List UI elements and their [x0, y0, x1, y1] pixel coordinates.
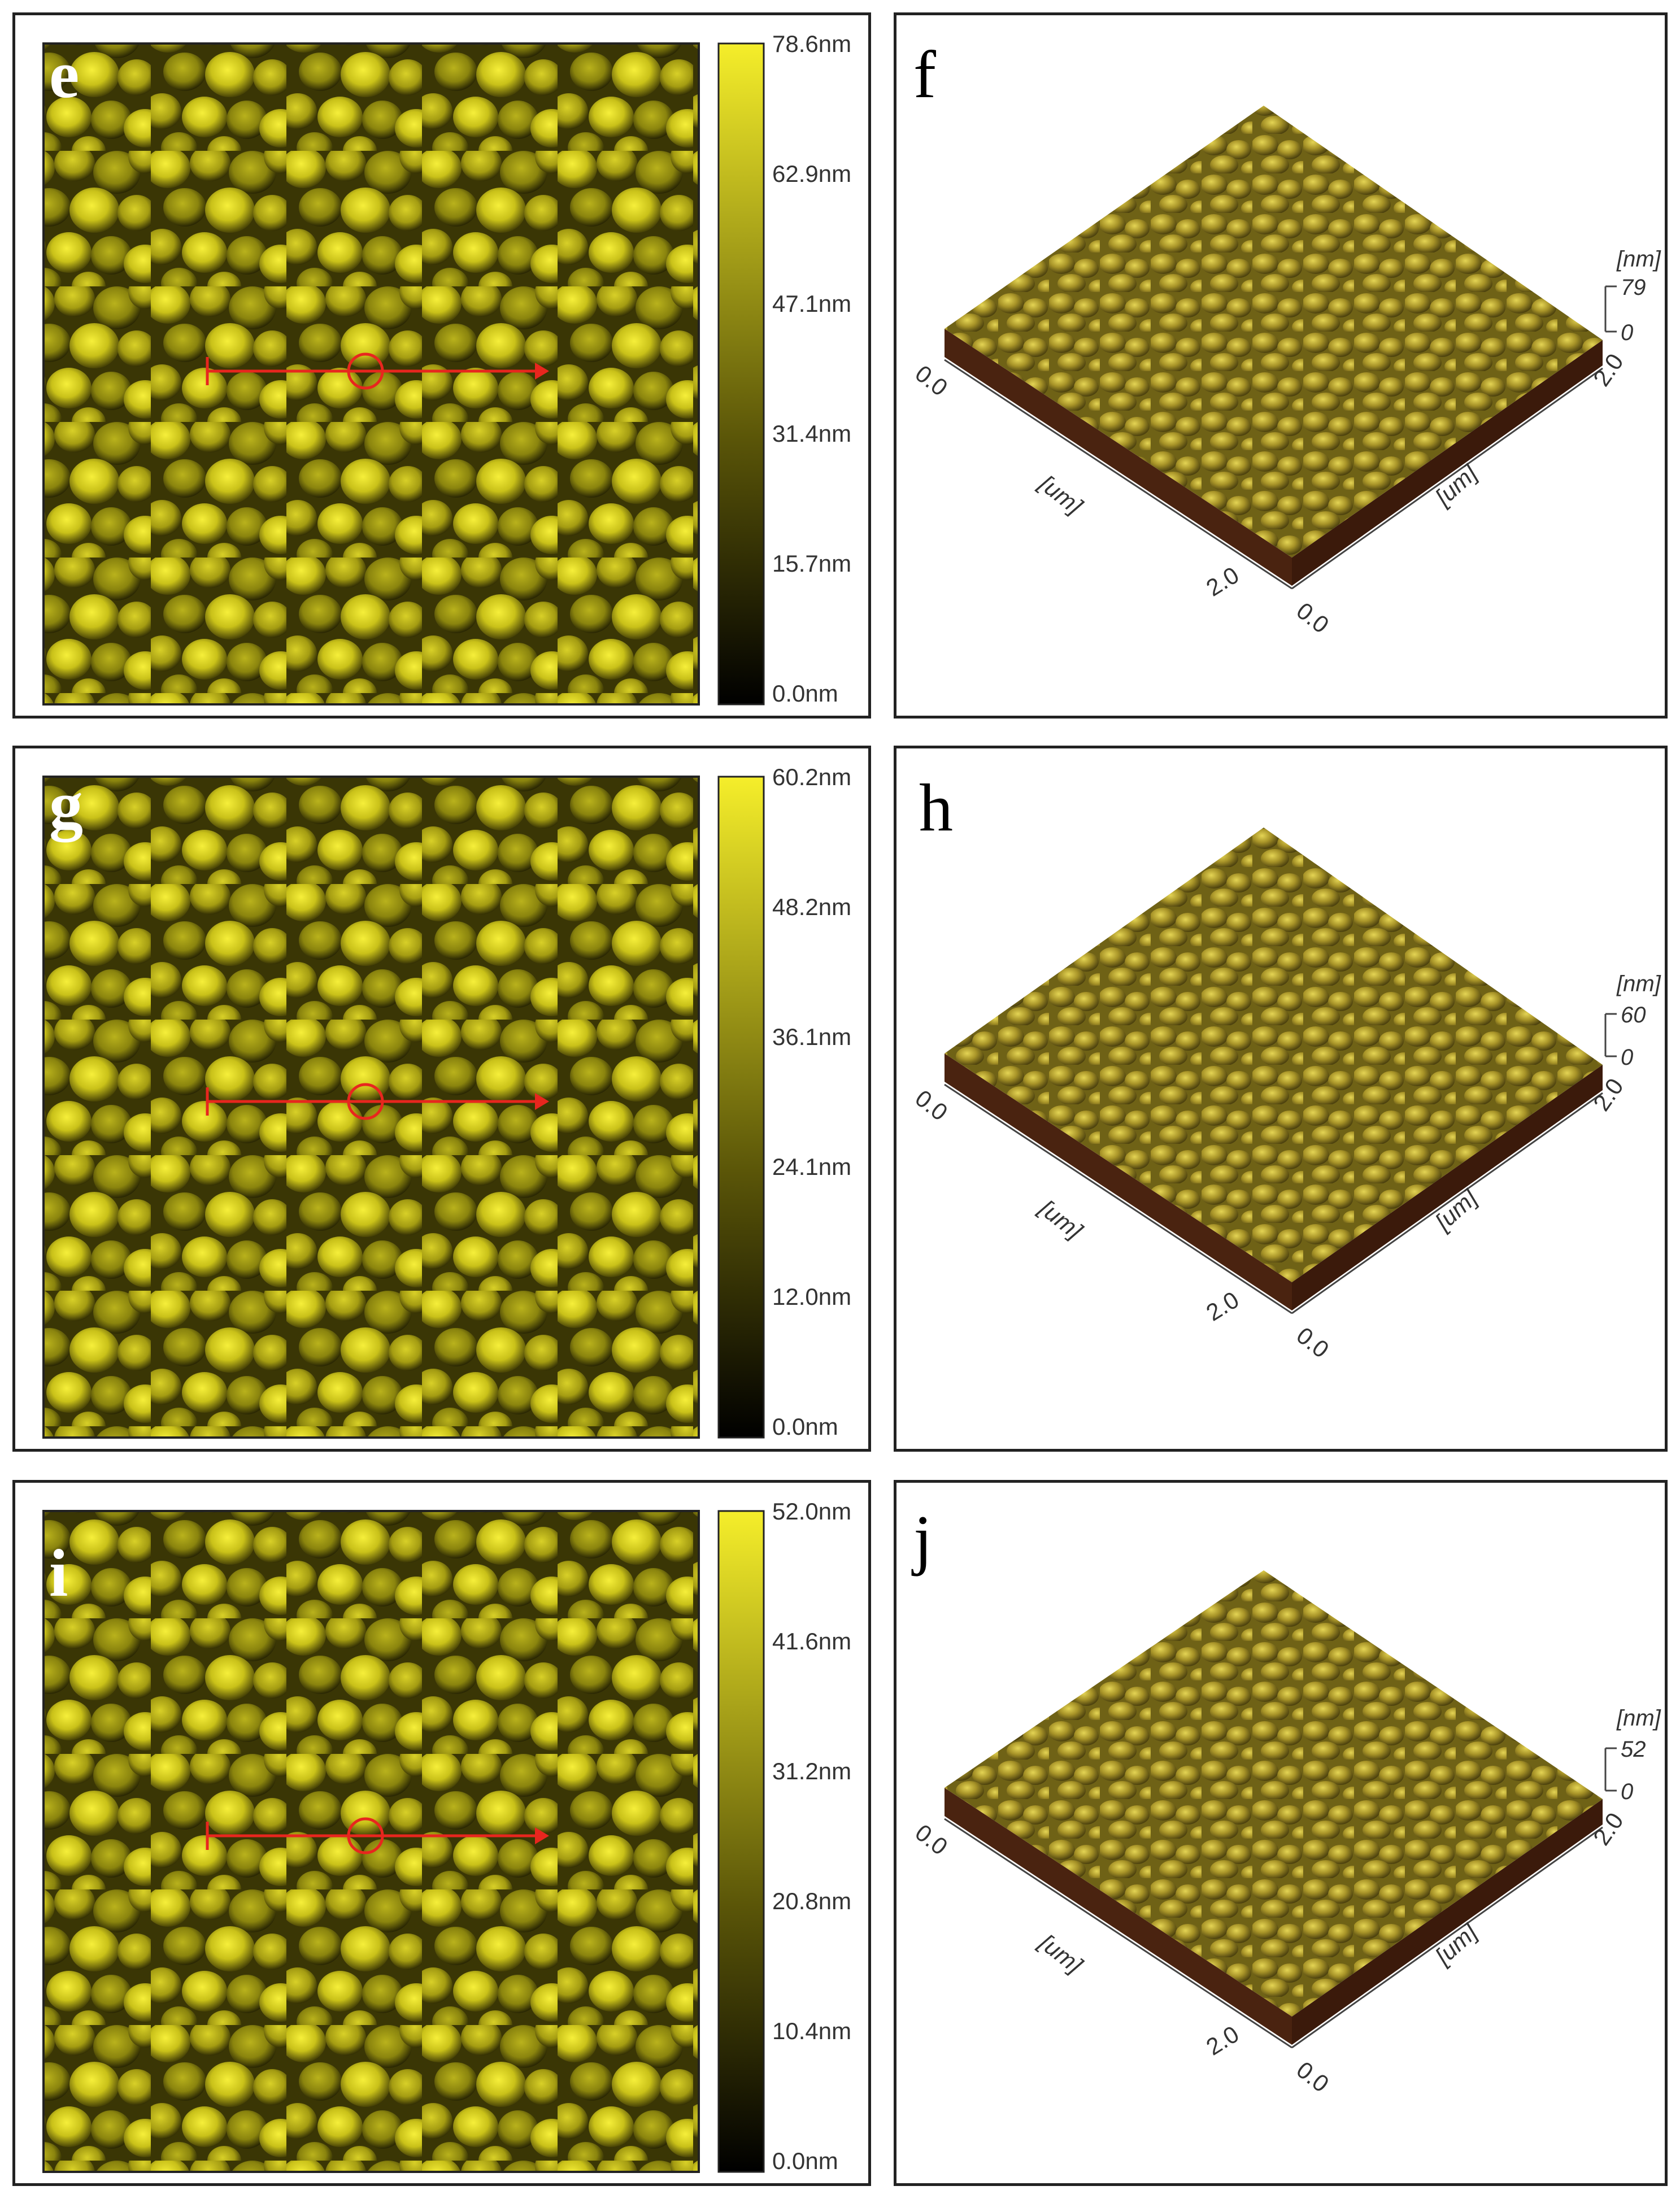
afm-3d-panel-j: [nm] 52 0 0.0 2.0 0.0 2.0 [um] [um] j: [894, 1480, 1668, 2186]
colorbar-tick: 52.0nm: [772, 1498, 851, 1525]
afm-map-panel-i: 52.0nm 41.6nm 31.2nm 20.8nm 10.4nm 0.0nm…: [12, 1480, 871, 2186]
x-axis-end: 2.0: [1202, 1286, 1243, 1326]
panel-label: h: [919, 770, 953, 845]
afm-map-g: 60.2nm 48.2nm 36.1nm 24.1nm 12.0nm 0.0nm: [42, 764, 851, 1440]
afm-map-panel-g: 60.2nm 48.2nm 36.1nm 24.1nm 12.0nm 0.0nm…: [12, 746, 871, 1452]
surface-side-right: [1292, 1799, 1603, 2045]
colorbar-tick: 0.0nm: [772, 2148, 838, 2174]
x-axis-start: 0.0: [910, 1085, 952, 1126]
z-axis-min: 0: [1621, 1779, 1633, 1804]
colorbar-tick: 60.2nm: [772, 764, 851, 790]
colorbar-ticks: 78.6nm 62.9nm 47.1nm 31.4nm 15.7nm 0.0nm: [772, 31, 851, 707]
z-axis-max: 52: [1621, 1737, 1646, 1762]
afm-3d-panel-f: [nm] 79 0 0.0 2.0 0.0 2.0 [um] [um] f: [894, 12, 1668, 719]
surface-side-right: [1292, 340, 1603, 586]
colorbar-ticks: 60.2nm 48.2nm 36.1nm 24.1nm 12.0nm 0.0nm: [772, 764, 851, 1440]
x-axis-start: 0.0: [910, 360, 952, 401]
afm-height-image: [43, 777, 699, 1438]
afm-map-e: 78.6nm 62.9nm 47.1nm 31.4nm 15.7nm 0.0nm: [42, 31, 851, 707]
surface-side-right: [1292, 1065, 1603, 1310]
afm-3d-view-h: [nm] 60 0 0.0 2.0 0.0 2.0 [um] [um]: [910, 828, 1661, 1363]
line-profile-marker: [206, 1817, 549, 1854]
afm-map-panel-e: 78.6nm 62.9nm 47.1nm 31.4nm 15.7nm 0.0nm…: [12, 12, 871, 719]
y-axis-start: 0.0: [1291, 2056, 1334, 2097]
afm-3d-view-f: [nm] 79 0 0.0 2.0 0.0 2.0 [um] [um]: [910, 106, 1661, 638]
x-axis-end: 2.0: [1202, 2021, 1243, 2061]
colorbar-tick: 0.0nm: [772, 680, 838, 707]
z-axis-min: 0: [1621, 1045, 1633, 1070]
z-axis-unit: [nm]: [1616, 972, 1661, 996]
afm-height-image: [43, 43, 699, 704]
colorbar-ticks: 52.0nm 41.6nm 31.2nm 20.8nm 10.4nm 0.0nm: [772, 1498, 851, 2174]
x-axis-unit: [um]: [1034, 469, 1088, 520]
z-axis-max: 79: [1621, 275, 1646, 300]
line-profile-marker: [206, 1083, 549, 1120]
colorbar-tick: 47.1nm: [772, 290, 851, 317]
y-axis-start: 0.0: [1291, 1322, 1334, 1363]
colorbar-tick: 48.2nm: [772, 894, 851, 920]
surface-side-front: [945, 1053, 1292, 1310]
panel-label: g: [49, 767, 83, 842]
afm-height-image: [43, 1511, 699, 2172]
colorbar: [717, 1510, 765, 2173]
colorbar: [717, 42, 765, 706]
colorbar-tick: 0.0nm: [772, 1413, 838, 1440]
y-axis-start: 0.0: [1291, 597, 1334, 638]
colorbar-tick: 12.0nm: [772, 1283, 851, 1310]
x-axis-unit: [um]: [1034, 1194, 1088, 1244]
colorbar-tick: 15.7nm: [772, 550, 851, 577]
surface-top: [945, 828, 1603, 1282]
panel-label: e: [49, 37, 80, 112]
colorbar-tick: 31.2nm: [772, 1758, 851, 1784]
colorbar-tick: 78.6nm: [772, 31, 851, 57]
afm-3d-panel-h: [nm] 60 0 0.0 2.0 0.0 2.0 [um] [um] h: [894, 746, 1668, 1452]
z-axis-max: 60: [1621, 1003, 1646, 1027]
colorbar-tick: 20.8nm: [772, 1888, 851, 1914]
surface-side-front: [945, 1788, 1292, 2045]
colorbar-tick: 10.4nm: [772, 2018, 851, 2044]
x-axis-end: 2.0: [1202, 561, 1243, 602]
z-axis-min: 0: [1621, 320, 1633, 345]
panel-label: j: [913, 1501, 933, 1577]
colorbar-tick: 41.6nm: [772, 1628, 851, 1654]
panel-label: f: [913, 37, 936, 112]
line-profile-marker: [206, 352, 549, 390]
colorbar-tick: 31.4nm: [772, 420, 851, 447]
z-axis-unit: [nm]: [1616, 1706, 1661, 1731]
panel-label: i: [49, 1535, 68, 1610]
surface-side-front: [945, 329, 1292, 586]
afm-map-i: 52.0nm 41.6nm 31.2nm 20.8nm 10.4nm 0.0nm: [42, 1498, 851, 2174]
afm-3d-view-j: [nm] 52 0 0.0 2.0 0.0 2.0 [um] [um]: [910, 1570, 1661, 2097]
surface-top: [945, 106, 1603, 558]
colorbar-tick: 36.1nm: [772, 1024, 851, 1050]
z-axis-unit: [nm]: [1616, 247, 1661, 272]
x-axis-unit: [um]: [1034, 1928, 1088, 1979]
surface-top: [945, 1570, 1603, 2017]
colorbar-tick: 24.1nm: [772, 1153, 851, 1180]
colorbar-tick: 62.9nm: [772, 160, 851, 187]
x-axis-start: 0.0: [910, 1819, 952, 1860]
colorbar: [717, 776, 765, 1439]
